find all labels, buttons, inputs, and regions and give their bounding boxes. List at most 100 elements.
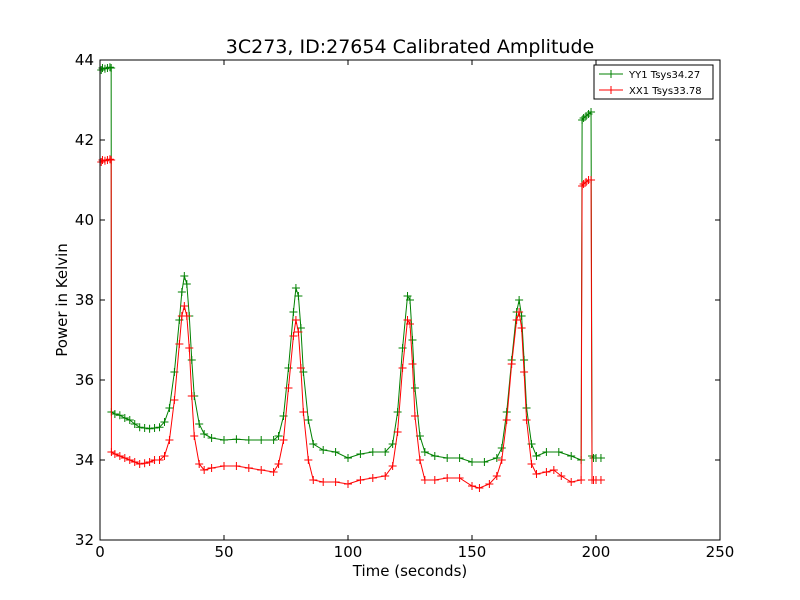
- x-tick-label: 0: [95, 543, 105, 561]
- data-point-xx1: [274, 460, 283, 468]
- data-point-xx1: [135, 460, 144, 468]
- data-point-xx1: [492, 472, 501, 480]
- data-point-xx1: [296, 364, 305, 372]
- data-point-xx1: [587, 176, 596, 184]
- data-point-yy1: [130, 420, 139, 428]
- data-point-xx1: [115, 452, 124, 460]
- data-point-xx1: [532, 470, 541, 478]
- data-point-yy1: [232, 435, 241, 444]
- series-xx1: [97, 155, 605, 492]
- data-point-yy1: [177, 288, 186, 296]
- data-point-yy1: [289, 308, 298, 316]
- data-point-yy1: [195, 420, 204, 428]
- data-point-yy1: [160, 418, 169, 426]
- data-point-yy1: [331, 448, 340, 456]
- data-point-yy1: [220, 436, 228, 444]
- legend-marker-xx1: [607, 86, 615, 94]
- data-point-yy1: [150, 424, 159, 432]
- data-point-yy1: [430, 452, 439, 460]
- y-tick-label: 42: [75, 131, 94, 149]
- data-point-xx1: [130, 458, 139, 466]
- data-point-yy1: [542, 448, 551, 456]
- data-point-xx1: [356, 476, 365, 484]
- data-point-xx1: [517, 324, 526, 332]
- legend-label-yy1: YY1 Tsys34.27: [628, 70, 700, 81]
- x-tick-label: 50: [214, 543, 233, 561]
- data-point-xx1: [232, 462, 241, 470]
- axis-ticks: 0 50 100 150 200 250 32 34 36 38 40 42 44: [75, 51, 734, 561]
- data-point-yy1: [165, 404, 174, 412]
- data-point-yy1: [107, 64, 116, 72]
- data-point-xx1: [415, 456, 424, 464]
- data-point-xx1: [291, 316, 300, 324]
- data-point-xx1: [269, 468, 278, 476]
- data-point-yy1: [187, 356, 196, 364]
- data-point-yy1: [388, 440, 397, 448]
- data-point-xx1: [455, 474, 464, 482]
- data-point-yy1: [291, 284, 300, 292]
- x-tick-label: 200: [582, 543, 611, 561]
- data-point-xx1: [284, 384, 293, 392]
- data-point-xx1: [160, 452, 169, 460]
- data-point-xx1: [520, 368, 529, 376]
- y-tick-label: 34: [75, 451, 94, 469]
- data-point-xx1: [107, 448, 116, 456]
- data-point-xx1: [182, 312, 191, 320]
- data-point-xx1: [522, 416, 531, 424]
- data-point-xx1: [507, 360, 516, 368]
- data-point-yy1: [406, 296, 414, 304]
- chart-title: 3C273, ID:27654 Calibrated Amplitude: [226, 36, 594, 58]
- data-point-yy1: [420, 448, 429, 456]
- data-point-yy1: [554, 448, 563, 456]
- data-point-xx1: [155, 456, 164, 464]
- data-point-yy1: [155, 423, 164, 432]
- data-point-xx1: [289, 332, 298, 340]
- data-point-xx1: [430, 476, 439, 484]
- data-point-xx1: [344, 480, 352, 488]
- data-point-yy1: [182, 280, 191, 288]
- x-axis-label: Time (seconds): [352, 562, 468, 580]
- data-point-xx1: [304, 456, 313, 464]
- data-point-yy1: [408, 336, 417, 344]
- data-point-xx1: [542, 468, 551, 476]
- data-point-xx1: [175, 340, 184, 348]
- data-point-xx1: [485, 480, 494, 488]
- data-point-yy1: [492, 454, 501, 462]
- data-point-xx1: [406, 320, 414, 328]
- data-point-yy1: [304, 416, 313, 424]
- data-point-xx1: [125, 456, 134, 464]
- data-point-xx1: [557, 472, 566, 480]
- legend-box: [593, 64, 714, 100]
- data-point-xx1: [368, 474, 377, 482]
- data-point-xx1: [110, 450, 119, 458]
- data-point-yy1: [105, 63, 114, 72]
- data-point-yy1: [269, 436, 278, 444]
- data-point-yy1: [97, 66, 106, 74]
- data-point-xx1: [408, 360, 417, 368]
- data-point-xx1: [107, 156, 116, 164]
- data-point-xx1: [388, 462, 397, 470]
- y-tick-label: 40: [75, 211, 94, 229]
- data-point-xx1: [299, 408, 308, 416]
- data-point-yy1: [274, 432, 283, 440]
- data-point-yy1: [319, 446, 328, 454]
- data-point-xx1: [515, 308, 524, 316]
- data-point-xx1: [309, 476, 318, 484]
- data-point-yy1: [244, 436, 253, 444]
- data-point-yy1: [140, 424, 149, 432]
- data-point-xx1: [279, 436, 288, 444]
- data-point-xx1: [187, 392, 196, 400]
- data-point-yy1: [115, 411, 124, 420]
- data-point-xx1: [244, 464, 253, 472]
- data-point-xx1: [512, 316, 521, 324]
- y-tick-label: 38: [75, 291, 94, 309]
- x-tick-label: 100: [334, 543, 363, 561]
- data-point-xx1: [140, 459, 149, 468]
- data-point-yy1: [207, 434, 216, 442]
- data-point-xx1: [527, 460, 536, 468]
- legend: YY1 Tsys34.27 XX1 Tsys33.78: [593, 64, 714, 100]
- data-point-yy1: [294, 292, 303, 300]
- data-point-xx1: [468, 482, 476, 490]
- data-point-xx1: [319, 478, 328, 486]
